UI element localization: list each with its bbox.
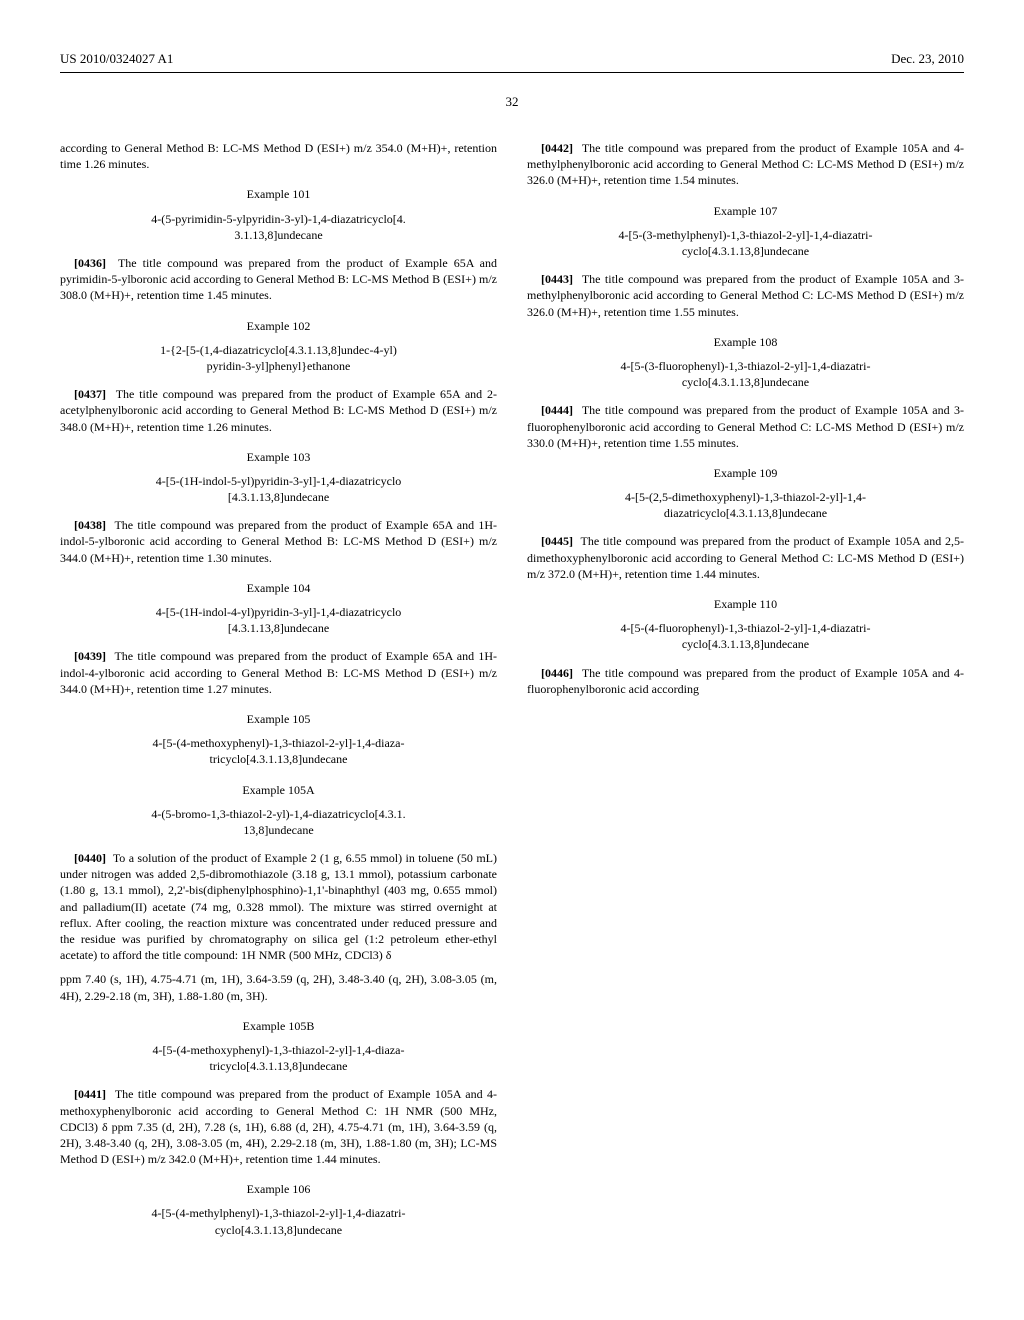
publication-number: US 2010/0324027 A1	[60, 50, 173, 68]
example-105a-heading: Example 105A	[60, 782, 497, 798]
paragraph-0436: [0436] The title compound was prepared f…	[60, 255, 497, 304]
paragraph-0440: [0440] To a solution of the product of E…	[60, 850, 497, 963]
paragraph-0437: [0437] The title compound was prepared f…	[60, 386, 497, 435]
example-109-heading: Example 109	[527, 465, 964, 481]
example-108-heading: Example 108	[527, 334, 964, 350]
example-107-title: 4-[5-(3-methylphenyl)-1,3-thiazol-2-yl]-…	[527, 227, 964, 259]
intro-paragraph: according to General Method B: LC-MS Met…	[60, 140, 497, 172]
example-102-title: 1-{2-[5-(1,4-diazatricyclo[4.3.1.13,8]un…	[60, 342, 497, 374]
example-103-title: 4-[5-(1H-indol-5-yl)pyridin-3-yl]-1,4-di…	[60, 473, 497, 505]
example-108-title: 4-[5-(3-fluorophenyl)-1,3-thiazol-2-yl]-…	[527, 358, 964, 390]
example-102-heading: Example 102	[60, 318, 497, 334]
example-104-title: 4-[5-(1H-indol-4-yl)pyridin-3-yl]-1,4-di…	[60, 604, 497, 636]
paragraph-0445: [0445] The title compound was prepared f…	[527, 533, 964, 582]
paragraph-0438: [0438] The title compound was prepared f…	[60, 517, 497, 566]
continuation-paragraph: ppm 7.40 (s, 1H), 4.75-4.71 (m, 1H), 3.6…	[60, 971, 497, 1003]
example-101-title: 4-(5-pyrimidin-5-ylpyridin-3-yl)-1,4-dia…	[60, 211, 497, 243]
page-number: 32	[60, 93, 964, 111]
example-106-heading: Example 106	[60, 1181, 497, 1197]
publication-date: Dec. 23, 2010	[891, 50, 964, 68]
example-104-heading: Example 104	[60, 580, 497, 596]
page-header: US 2010/0324027 A1 Dec. 23, 2010	[60, 50, 964, 68]
paragraph-0444: [0444] The title compound was prepared f…	[527, 402, 964, 451]
example-105a-title: 4-(5-bromo-1,3-thiazol-2-yl)-1,4-diazatr…	[60, 806, 497, 838]
example-109-title: 4-[5-(2,5-dimethoxyphenyl)-1,3-thiazol-2…	[527, 489, 964, 521]
paragraph-0446: [0446] The title compound was prepared f…	[527, 665, 964, 697]
content-columns: according to General Method B: LC-MS Met…	[60, 140, 964, 1240]
paragraph-0443: [0443] The title compound was prepared f…	[527, 271, 964, 320]
example-101-heading: Example 101	[60, 186, 497, 202]
example-110-heading: Example 110	[527, 596, 964, 612]
example-106-title: 4-[5-(4-methylphenyl)-1,3-thiazol-2-yl]-…	[60, 1205, 497, 1237]
paragraph-0442: [0442] The title compound was prepared f…	[527, 140, 964, 189]
example-105b-title: 4-[5-(4-methoxyphenyl)-1,3-thiazol-2-yl]…	[60, 1042, 497, 1074]
example-105b-heading: Example 105B	[60, 1018, 497, 1034]
example-107-heading: Example 107	[527, 203, 964, 219]
header-rule	[60, 72, 964, 73]
example-110-title: 4-[5-(4-fluorophenyl)-1,3-thiazol-2-yl]-…	[527, 620, 964, 652]
paragraph-0439: [0439] The title compound was prepared f…	[60, 648, 497, 697]
example-105-heading: Example 105	[60, 711, 497, 727]
example-105-title: 4-[5-(4-methoxyphenyl)-1,3-thiazol-2-yl]…	[60, 735, 497, 767]
example-103-heading: Example 103	[60, 449, 497, 465]
paragraph-0441: [0441] The title compound was prepared f…	[60, 1086, 497, 1167]
